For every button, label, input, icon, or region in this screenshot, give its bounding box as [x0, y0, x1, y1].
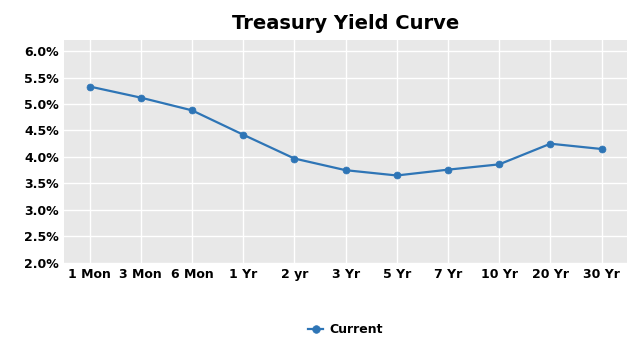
Current	[137, 96, 145, 100]
Current	[393, 174, 401, 178]
Current	[598, 147, 605, 151]
Current	[291, 156, 298, 160]
Current	[547, 142, 554, 146]
Current	[86, 85, 93, 89]
Legend: Current: Current	[303, 318, 388, 337]
Line: Current: Current	[86, 83, 605, 179]
Current	[342, 168, 349, 172]
Current	[188, 108, 196, 112]
Title: Treasury Yield Curve: Treasury Yield Curve	[232, 14, 460, 33]
Current	[444, 167, 452, 172]
Current	[239, 133, 247, 137]
Current	[495, 162, 503, 166]
